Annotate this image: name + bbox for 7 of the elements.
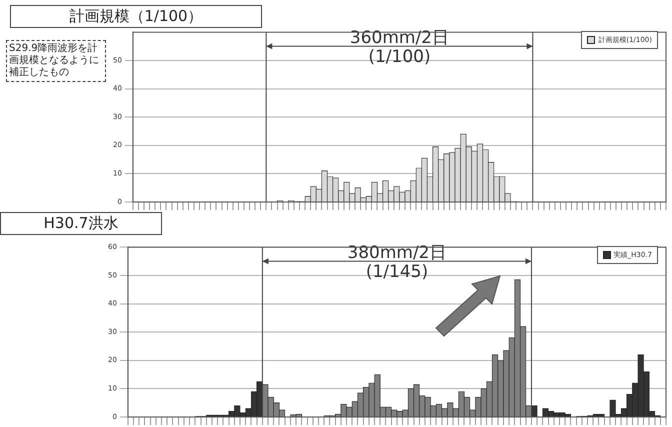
- chart-title: H30.7洪水: [0, 212, 162, 235]
- annotation: 360mm/2日: [350, 28, 450, 48]
- text: S29.9降雨波形を計画規模となるように補正したもの: [6, 40, 106, 82]
- annotation: 380mm/2日: [347, 243, 447, 264]
- chart-title: 計画規模（1/100）: [10, 5, 262, 28]
- annotation: (1/100): [368, 47, 431, 68]
- annotation: (1/145): [366, 262, 428, 282]
